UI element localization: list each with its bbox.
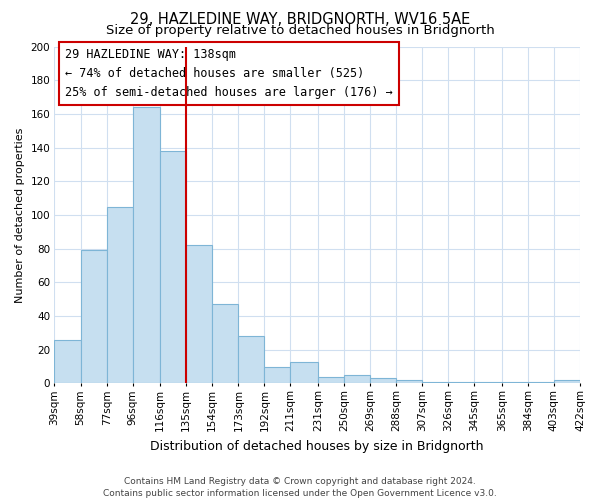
Bar: [344, 375, 370, 384]
Bar: [528, 382, 554, 384]
Bar: [212, 304, 238, 384]
Bar: [554, 380, 580, 384]
X-axis label: Distribution of detached houses by size in Bridgnorth: Distribution of detached houses by size …: [151, 440, 484, 452]
Text: Contains HM Land Registry data © Crown copyright and database right 2024.
Contai: Contains HM Land Registry data © Crown c…: [103, 476, 497, 498]
Bar: [186, 246, 212, 384]
Bar: [238, 336, 265, 384]
Bar: [318, 376, 344, 384]
Y-axis label: Number of detached properties: Number of detached properties: [15, 128, 25, 302]
Bar: [55, 340, 80, 384]
Bar: [502, 382, 528, 384]
Bar: [396, 380, 422, 384]
Text: 29 HAZLEDINE WAY: 138sqm
← 74% of detached houses are smaller (525)
25% of semi-: 29 HAZLEDINE WAY: 138sqm ← 74% of detach…: [65, 48, 393, 99]
Bar: [370, 378, 396, 384]
Bar: [265, 366, 290, 384]
Bar: [422, 382, 448, 384]
Bar: [475, 382, 502, 384]
Bar: [290, 362, 318, 384]
Text: Size of property relative to detached houses in Bridgnorth: Size of property relative to detached ho…: [106, 24, 494, 37]
Bar: [80, 250, 107, 384]
Bar: [107, 206, 133, 384]
Bar: [160, 151, 186, 384]
Text: 29, HAZLEDINE WAY, BRIDGNORTH, WV16 5AE: 29, HAZLEDINE WAY, BRIDGNORTH, WV16 5AE: [130, 12, 470, 28]
Bar: [448, 382, 475, 384]
Bar: [133, 107, 160, 384]
